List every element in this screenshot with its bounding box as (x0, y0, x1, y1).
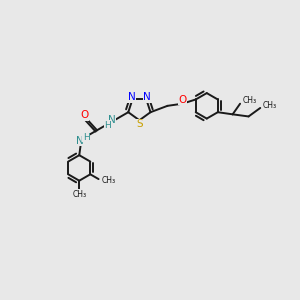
Text: CH₃: CH₃ (102, 176, 116, 184)
Text: S: S (136, 119, 143, 129)
Text: N: N (108, 115, 116, 125)
Text: CH₃: CH₃ (263, 101, 277, 110)
Text: O: O (81, 110, 89, 120)
Text: CH₃: CH₃ (72, 190, 86, 199)
Text: N: N (76, 136, 84, 146)
Text: O: O (178, 95, 187, 105)
Text: H: H (83, 133, 89, 142)
Text: CH₃: CH₃ (242, 96, 256, 105)
Text: N: N (128, 92, 135, 103)
Text: H: H (104, 121, 111, 130)
Text: N: N (143, 92, 151, 103)
